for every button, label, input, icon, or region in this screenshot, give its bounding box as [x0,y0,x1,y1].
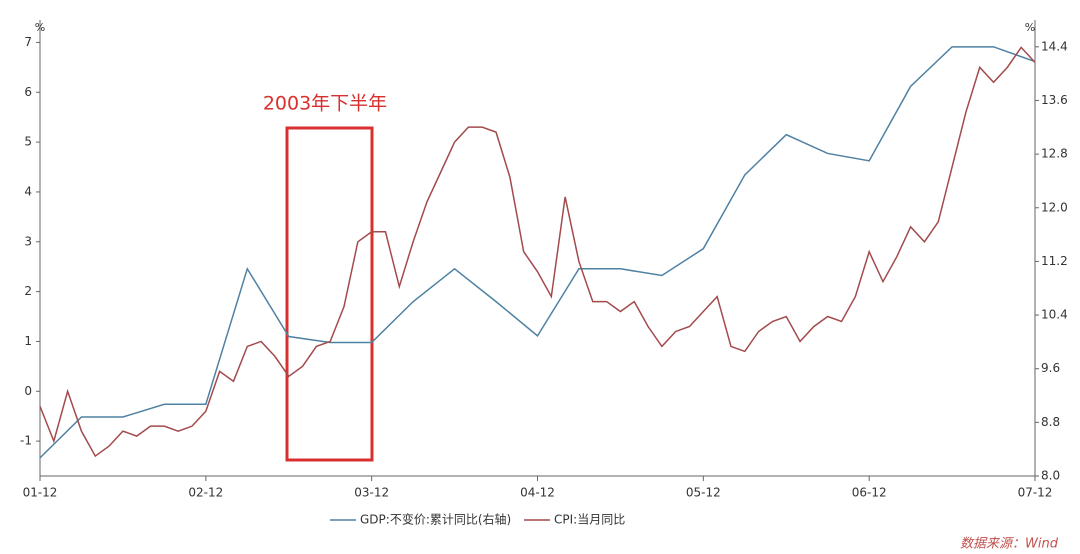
y-tick-label: 0 [24,384,32,398]
x-tick-label: 05-12 [686,486,721,500]
legend-label: CPI:当月同比 [554,513,625,527]
x-tick-label: 06-12 [852,486,887,500]
x-tick-label: 04-12 [520,486,555,500]
y-tick-label: 5 [24,135,32,149]
series-line [39,46,1036,459]
y2-tick-label: 8.0 [1041,469,1060,483]
y2-tick-label: 11.2 [1041,254,1068,268]
x-tick-label: 07-12 [1018,486,1053,500]
x-tick-label: 01-12 [23,486,58,500]
legend-label: GDP:不变价:累计同比(右轴) [360,512,511,527]
y2-unit: % [1025,21,1035,34]
y-tick-label: 6 [24,85,32,99]
y2-tick-label: 12.0 [1041,200,1068,214]
y2-tick-label: 13.6 [1041,93,1068,107]
y-tick-label: 1 [24,334,32,348]
annotation: 2003年下半年 [263,93,387,115]
y-tick-label: 3 [24,234,32,248]
source: 数据来源：Wind [960,537,1059,552]
y2-tick-label: 12.8 [1041,147,1068,161]
highlight-box [285,126,374,462]
y-tick-label: 4 [24,184,32,198]
y-tick-label: -1 [20,434,32,448]
y2-tick-label: 8.8 [1041,415,1060,429]
y-unit: % [35,21,45,34]
y2-tick-label: 10.4 [1041,308,1068,322]
y2-tick-label: 9.6 [1041,361,1060,375]
x-tick-label: 02-12 [188,486,223,500]
y2-tick-label: 14.4 [1041,39,1068,53]
y-tick-label: 2 [24,284,32,298]
y-tick-label: 7 [24,35,32,49]
x-tick-label: 03-12 [354,486,389,500]
series-line [39,46,1036,458]
